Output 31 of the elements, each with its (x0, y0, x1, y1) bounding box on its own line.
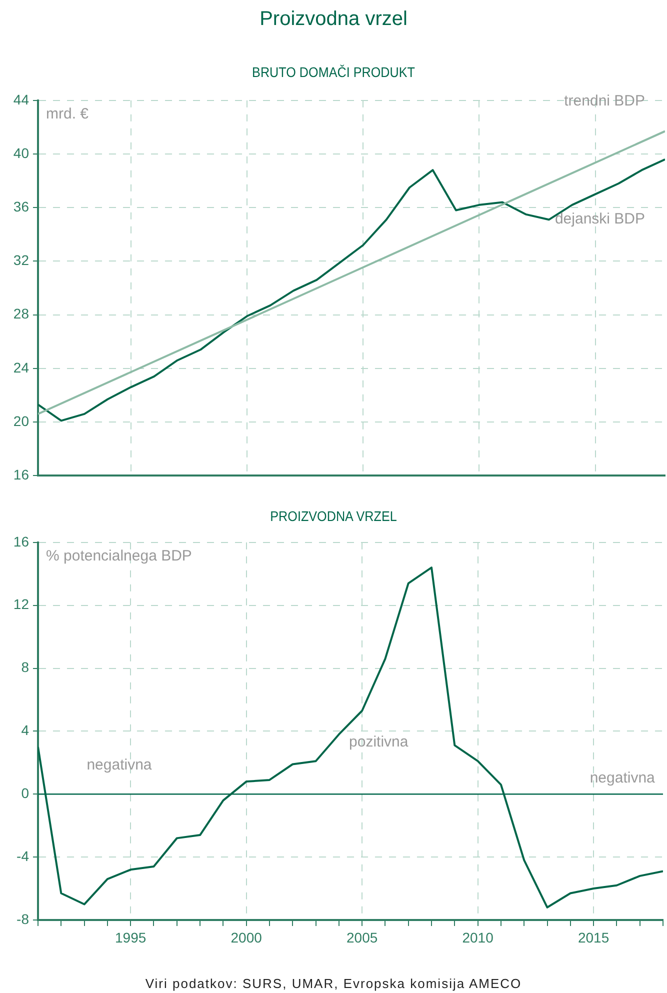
y-tick-label: 36 (13, 198, 30, 214)
text: Viri podatkov: SURS, UMAR, Evropska komisija AMECO (144, 976, 523, 991)
series-label: dejanski BDP (554, 210, 645, 228)
chart-title: Proizvodna vrzel (258, 8, 408, 31)
y-tick-label: 12 (13, 596, 30, 612)
annotation: pozitivna (349, 734, 409, 751)
y-tick-label: 16 (13, 466, 30, 482)
chart-subtitle: BRUTO DOMAČI PRODUKT (251, 64, 416, 80)
y-tick-label: 28 (13, 306, 30, 322)
x-tick-label: 2010 (462, 929, 494, 946)
annotation: negativna (86, 756, 152, 774)
y-axis-title: % potencialnega BDP (46, 548, 192, 565)
series-label: trendni BDP (564, 92, 645, 110)
x-tick-label: 2005 (346, 929, 378, 946)
x-tick-label: 1995 (115, 929, 146, 946)
y-tick-label: 40 (13, 144, 30, 161)
y-tick-label: 44 (13, 91, 30, 108)
x-tick-label: 2015 (578, 929, 610, 946)
annotation: negativna (590, 770, 656, 787)
y-axis-title: mrd. € (46, 106, 90, 123)
y-tick-label: 8 (21, 659, 30, 676)
chart-subtitle: PROIZVODNA VRZEL (269, 508, 398, 524)
y-tick-label: -8 (16, 910, 30, 927)
y-tick-label: 0 (21, 784, 30, 801)
y-tick-label: 20 (13, 412, 30, 429)
y-tick-label: 24 (13, 359, 30, 376)
y-tick-label: 16 (13, 533, 30, 550)
y-tick-label: -4 (16, 848, 30, 864)
y-tick-label: 32 (13, 252, 30, 268)
y-tick-label: 4 (21, 722, 30, 738)
x-tick-label: 2000 (230, 929, 262, 946)
